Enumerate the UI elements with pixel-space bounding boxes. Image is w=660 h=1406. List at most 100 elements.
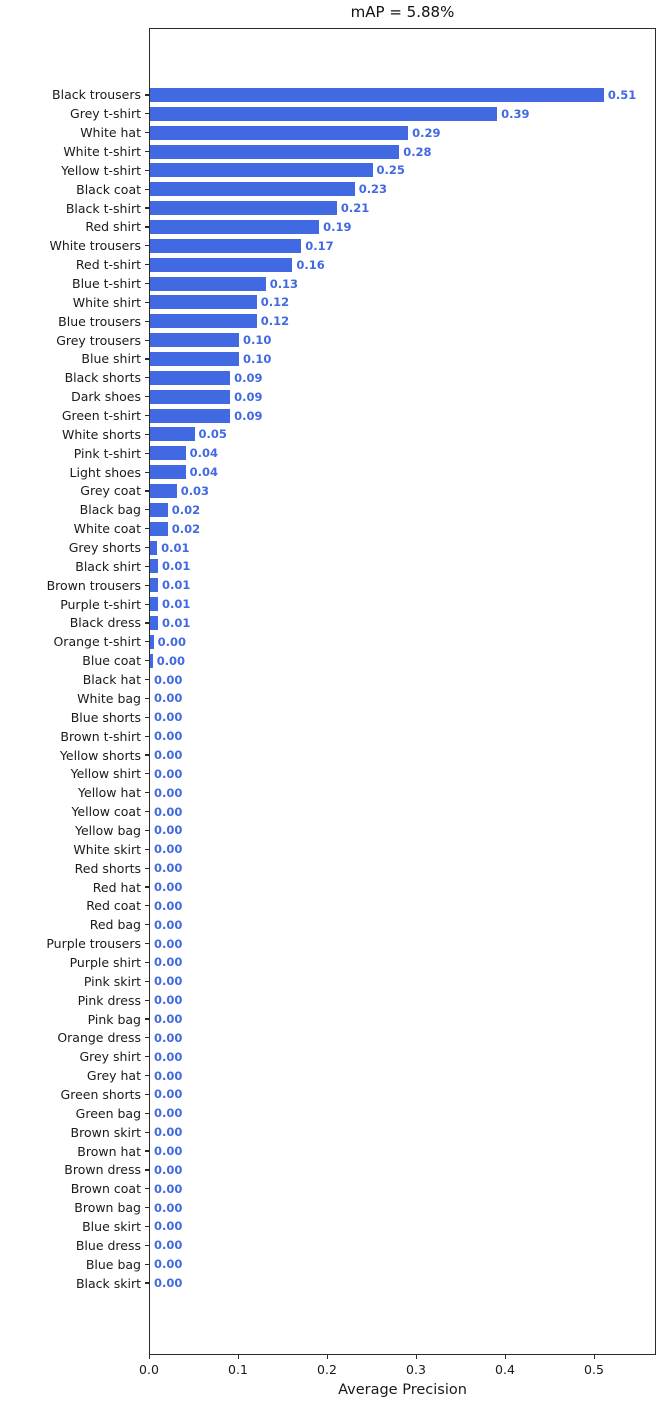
bar: [150, 106, 498, 121]
bar: [150, 521, 168, 536]
category-label: White shorts: [62, 426, 141, 442]
category-label: Black coat: [76, 181, 141, 197]
y-tick-mark: [145, 320, 149, 322]
y-tick-mark: [145, 490, 149, 492]
y-tick-mark: [145, 1169, 149, 1171]
y-tick-mark: [145, 943, 149, 945]
category-label: Yellow shorts: [59, 747, 141, 763]
y-tick-mark: [145, 1018, 149, 1020]
bar-row: Black shorts 0.09: [0, 368, 660, 387]
y-tick-mark: [145, 188, 149, 190]
category-label: Red shorts: [74, 860, 141, 876]
category-label: White skirt: [73, 841, 141, 857]
category-label: Yellow coat: [71, 804, 141, 820]
y-tick-mark: [145, 716, 149, 718]
value-label: 0.29: [412, 125, 441, 140]
bar-row: Brown t-shirt 0.00: [0, 727, 660, 746]
y-tick-mark: [145, 301, 149, 303]
category-label: Black shorts: [64, 370, 141, 386]
bar-row: Pink skirt 0.00: [0, 972, 660, 991]
category-label: Red coat: [86, 898, 141, 914]
category-label: Grey coat: [80, 483, 141, 499]
bar-row: Yellow shirt 0.00: [0, 764, 660, 783]
bar-row: Black coat 0.23: [0, 180, 660, 199]
value-label: 0.00: [154, 1200, 183, 1215]
bar: [150, 578, 158, 593]
bar: [150, 389, 231, 404]
bar: [150, 144, 400, 159]
value-label: 0.01: [162, 615, 191, 630]
value-label: 0.12: [260, 314, 290, 329]
category-label: Grey shorts: [68, 540, 141, 556]
bar-row: White skirt 0.00: [0, 840, 660, 859]
y-tick-mark: [145, 1188, 149, 1190]
bar: [150, 351, 239, 366]
category-label: Blue dress: [75, 1237, 141, 1253]
value-label: 0.00: [154, 974, 183, 989]
x-tick-mark: [593, 1355, 595, 1359]
bar-row: Pink dress 0.00: [0, 991, 660, 1010]
value-label: 0.09: [234, 408, 263, 423]
value-label: 0.00: [154, 955, 183, 970]
bar-row: Light shoes 0.04: [0, 463, 660, 482]
y-tick-mark: [145, 509, 149, 511]
category-label: Pink bag: [87, 1011, 141, 1027]
value-label: 0.02: [171, 502, 201, 517]
category-label: Black hat: [82, 672, 141, 688]
bar-row: Grey t-shirt 0.39: [0, 104, 660, 123]
bar-row: Red coat 0.00: [0, 896, 660, 915]
category-label: Grey t-shirt: [70, 106, 141, 122]
bar-row: White trousers 0.17: [0, 236, 660, 255]
category-label: Brown trousers: [46, 577, 141, 593]
x-tick-label: 0.0: [139, 1362, 159, 1377]
y-tick-mark: [145, 339, 149, 341]
value-label: 0.00: [154, 823, 183, 838]
y-tick-mark: [145, 924, 149, 926]
category-label: Blue trousers: [58, 313, 141, 329]
value-label: 0.00: [154, 1012, 183, 1027]
category-label: Blue bag: [85, 1256, 141, 1272]
category-label: Grey hat: [86, 1068, 141, 1084]
bar: [150, 314, 257, 329]
category-label: Green bag: [75, 1105, 141, 1121]
bar: [150, 182, 355, 197]
bar: [150, 238, 302, 253]
x-tick-mark: [326, 1355, 328, 1359]
bar-row: Red t-shirt 0.16: [0, 255, 660, 274]
bar: [150, 87, 604, 102]
value-label: 0.00: [154, 1030, 183, 1045]
category-label: Blue coat: [82, 653, 141, 669]
y-tick-mark: [145, 377, 149, 379]
bar-row: Black bag 0.02: [0, 500, 660, 519]
bar: [150, 465, 186, 480]
value-label: 0.00: [154, 842, 183, 857]
bar-row: Grey trousers 0.10: [0, 331, 660, 350]
y-tick-mark: [145, 1056, 149, 1058]
value-label: 0.00: [154, 691, 183, 706]
bar-row: Blue t-shirt 0.13: [0, 274, 660, 293]
y-tick-mark: [145, 565, 149, 567]
y-tick-mark: [145, 414, 149, 417]
bar-row: Blue bag 0.00: [0, 1255, 660, 1274]
bar-row: Black skirt 0.00: [0, 1274, 660, 1293]
value-label: 0.00: [154, 917, 183, 932]
value-label: 0.01: [161, 540, 190, 555]
bar: [150, 540, 158, 555]
value-label: 0.00: [154, 1125, 183, 1140]
bar-row: Blue coat 0.00: [0, 651, 660, 670]
value-label: 0.19: [323, 219, 352, 234]
chart-title: mAP = 5.88%: [350, 3, 455, 21]
value-label: 0.00: [154, 1162, 183, 1177]
category-label: Purple trousers: [46, 936, 141, 952]
bar-row: Green t-shirt 0.09: [0, 406, 660, 425]
y-tick-mark: [145, 773, 149, 775]
value-label: 0.00: [154, 993, 183, 1008]
y-tick-mark: [145, 358, 149, 360]
category-label: Grey trousers: [56, 332, 141, 348]
category-label: Brown dress: [64, 1162, 141, 1178]
category-label: Yellow shirt: [70, 766, 141, 782]
bar-row: Black dress 0.01: [0, 614, 660, 633]
bar-row: Black hat 0.00: [0, 670, 660, 689]
value-label: 0.23: [358, 182, 388, 197]
value-label: 0.01: [162, 597, 191, 612]
